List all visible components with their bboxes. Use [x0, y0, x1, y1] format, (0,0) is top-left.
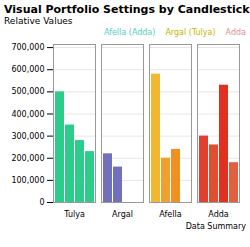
- html-text:Adda: Adda: [225, 28, 246, 37]
- svg-text:0: 0: [39, 198, 44, 207]
- svg-text:600,000: 600,000: [11, 65, 44, 74]
- svg-text:100,000: 100,000: [11, 176, 44, 185]
- svg-text:Tulya: Tulya: [63, 210, 85, 219]
- svg-text:500,000: 500,000: [11, 87, 44, 96]
- svg-text:Afella: Afella: [159, 210, 181, 219]
- svg-text:Argal: Argal: [112, 210, 133, 219]
- svg-text:200,000: 200,000: [11, 154, 44, 163]
- html-text:Argal (Tulya): Argal (Tulya): [165, 28, 216, 37]
- html-text:Visual Portfolio Settings by C: Visual Portfolio Settings by Candlestick: [4, 3, 250, 16]
- html-text:Relative Values: Relative Values: [4, 16, 73, 26]
- svg-text:Adda: Adda: [208, 210, 228, 219]
- html-text:Data Summary: Data Summary: [185, 222, 246, 231]
- html-text:Afella (Adda): Afella (Adda): [103, 28, 156, 37]
- svg-text:300,000: 300,000: [11, 132, 44, 141]
- svg-text:700,000: 700,000: [11, 43, 44, 52]
- svg-text:400,000: 400,000: [11, 110, 44, 119]
